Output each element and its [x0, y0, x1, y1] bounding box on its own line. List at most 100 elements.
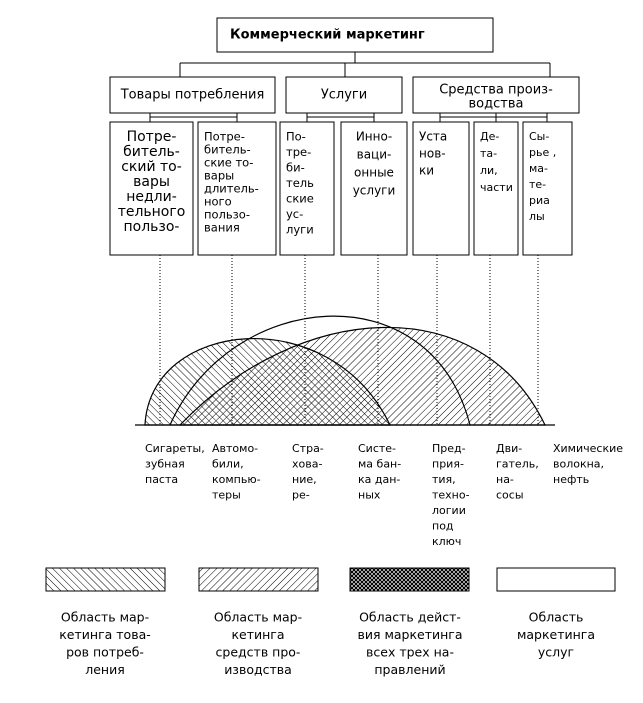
subcategory-label: ного	[204, 195, 232, 209]
subcategory-label: вары	[204, 169, 234, 183]
legend-label: Область дейст-	[359, 610, 461, 625]
example-label: Дви-	[496, 442, 522, 455]
subcategory-label: ский то-	[121, 159, 182, 175]
example-label: ма бан-	[358, 458, 401, 471]
example-label: тия,	[432, 473, 456, 486]
subcategory-label: По-	[286, 130, 306, 144]
category-box	[412, 76, 580, 114]
example-label: ка дан-	[358, 473, 400, 486]
example-label: ных	[358, 489, 381, 502]
example-label: техно-	[432, 489, 470, 502]
title: Коммерческий маркетинг	[230, 28, 425, 43]
subcategory-label: ли,	[480, 164, 498, 177]
subcategory-box	[109, 121, 194, 256]
legend-label: маркетинга	[517, 627, 595, 642]
legend-label: ров потреб-	[66, 645, 144, 660]
example-label: Автомо-	[212, 442, 258, 455]
subcategory-label: вары	[133, 174, 170, 190]
legend-label: Область	[529, 610, 584, 625]
example-label: Систе-	[358, 442, 396, 455]
legend-label: изводства	[224, 662, 292, 677]
category-label: Средства произ-	[439, 83, 553, 98]
subcategory-label: та-	[480, 147, 497, 160]
legend-label: кетинга	[231, 627, 284, 642]
legend-swatches	[45, 567, 616, 592]
subcategory-label: пользо-	[124, 219, 180, 235]
example-label: на-	[496, 473, 514, 486]
category-box	[109, 76, 276, 114]
example-label: хова-	[292, 458, 322, 471]
subcategory-label: тре-	[286, 145, 311, 159]
subcategory-label: те-	[529, 178, 546, 191]
legend-label: услуг	[538, 645, 574, 660]
example-label: Химические	[553, 442, 623, 455]
example-label: Сигареты,	[145, 442, 205, 455]
connectors	[149, 52, 551, 122]
example-label: логии	[432, 504, 466, 517]
subcategory-label: ки	[419, 164, 434, 178]
category-label: Услуги	[321, 88, 367, 103]
subcategory-label: битель-	[204, 143, 251, 157]
subcategory-label: Уста	[419, 130, 447, 144]
subcategory-label: Де-	[480, 130, 499, 143]
subcategory-box	[279, 121, 335, 256]
example-label: паста	[145, 473, 178, 486]
example-label: Стра-	[292, 442, 324, 455]
subcategory-label: онные	[354, 166, 394, 180]
legend-label: кетинга това-	[59, 627, 151, 642]
example-label: под	[432, 520, 454, 533]
example-label: зубная	[145, 458, 185, 471]
legend-label: вия маркетинга	[357, 627, 462, 642]
subcategory-box	[340, 121, 408, 256]
subcategory-label: вания	[204, 221, 240, 235]
category-label: Товары потребления	[120, 88, 265, 103]
subcategory-label: недли-	[126, 189, 177, 205]
example-label: теры	[212, 489, 241, 502]
legend-label: Область мар-	[61, 610, 149, 625]
subcategory-label: ваци-	[357, 148, 392, 162]
humps	[135, 315, 555, 426]
subcategory-label: луги	[286, 223, 314, 237]
legend-label: правлений	[374, 662, 445, 677]
example-label: прия-	[432, 458, 464, 471]
subcategory-label: ские то-	[204, 156, 253, 170]
category-box	[285, 76, 403, 114]
example-label: ние,	[292, 473, 317, 486]
subcategory-label: лы	[529, 210, 545, 223]
example-label: ре-	[292, 489, 310, 502]
subcategory-label: би-	[286, 161, 305, 175]
subcategory-label: риа	[529, 194, 550, 207]
subcategory-label: ма-	[529, 162, 548, 175]
subcategory-label: Потре-	[127, 129, 177, 145]
legend-label: ления	[85, 662, 125, 677]
subcategory-label: Сы-	[529, 130, 549, 143]
subcategory-label: тель	[286, 176, 314, 190]
subcategory-label: рье ,	[529, 146, 556, 159]
example-label: волокна,	[553, 458, 604, 471]
subcategory-label: ские	[286, 192, 314, 206]
subcategory-box	[473, 121, 519, 256]
subcategory-label: битель-	[123, 144, 180, 160]
subcategory-label: Инно-	[356, 130, 392, 144]
example-label: нефть	[553, 473, 589, 486]
legend-label: Область мар-	[214, 610, 302, 625]
subcategory-box	[197, 121, 277, 256]
example-label: Пред-	[432, 442, 466, 455]
subcategory-label: услуги	[353, 184, 396, 198]
subcategory-label: ус-	[286, 207, 303, 221]
subcategory-box	[522, 121, 573, 256]
subcategory-label: длитель-	[204, 182, 259, 196]
example-label: компью-	[212, 473, 261, 486]
example-label: гатель,	[496, 458, 539, 471]
subcategory-label: тельного	[118, 204, 186, 220]
legend-label: всех трех на-	[366, 645, 454, 660]
subcategory-label: пользо-	[204, 208, 250, 222]
example-label: ключ	[432, 535, 461, 548]
example-label: сосы	[496, 489, 524, 502]
subcategory-label: части	[480, 181, 513, 194]
legend-label: средств про-	[216, 645, 301, 660]
title-box	[216, 17, 494, 53]
subcategory-box	[412, 121, 470, 256]
example-label: били,	[212, 458, 244, 471]
subcategory-label: Потре-	[204, 130, 245, 144]
